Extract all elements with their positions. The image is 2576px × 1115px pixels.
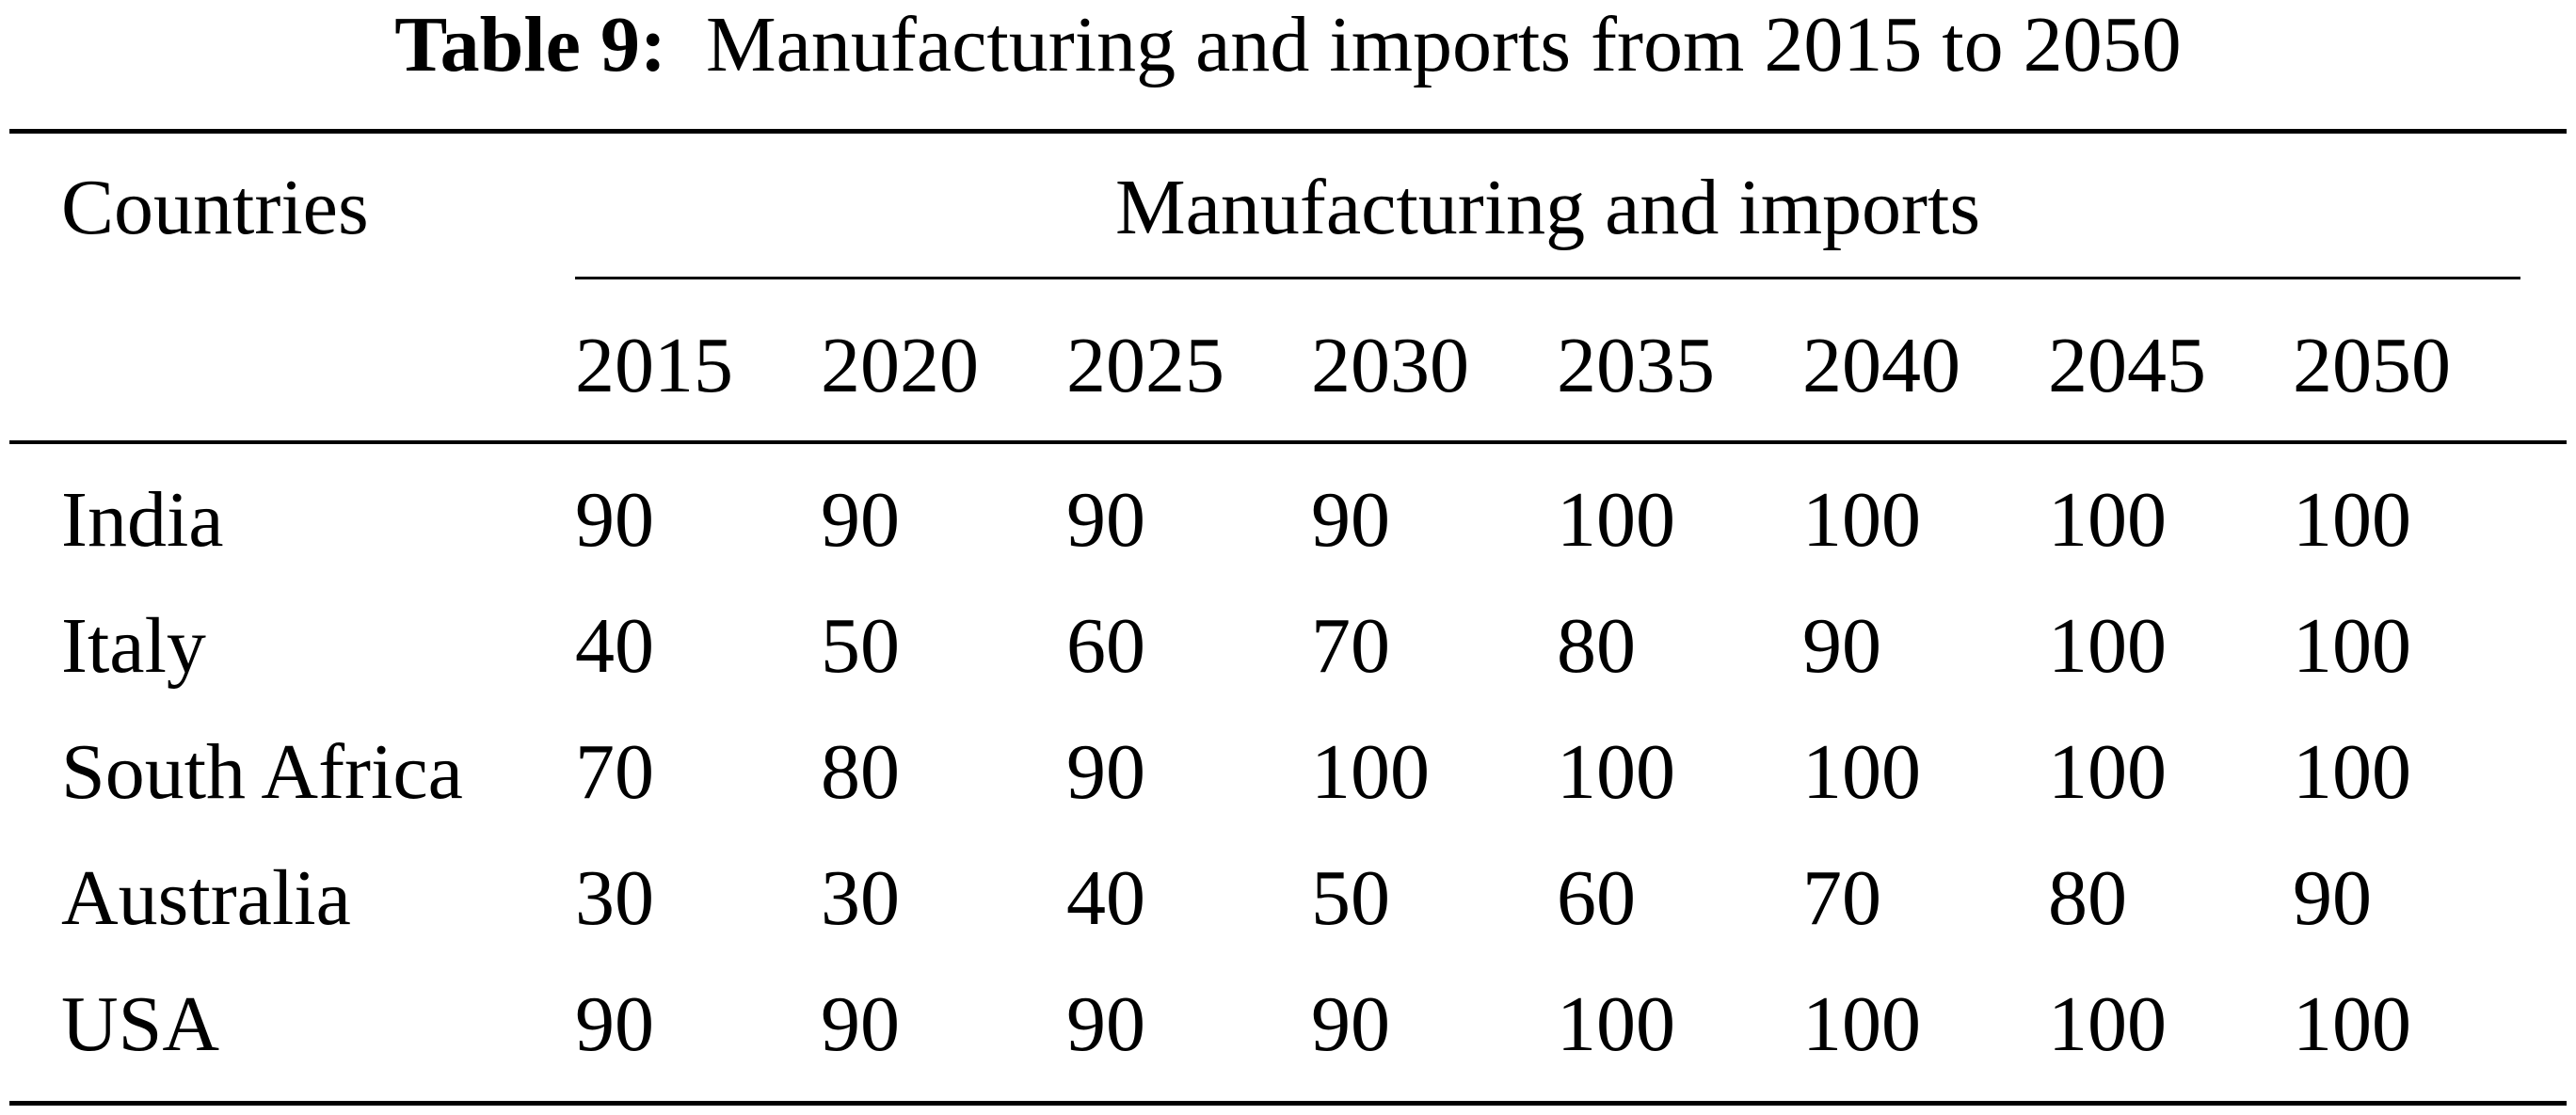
value-cell: 90 <box>575 980 654 1068</box>
value-cell: 100 <box>2048 728 2167 816</box>
year-header: 2020 <box>821 322 979 409</box>
year-header: 2025 <box>1066 322 1224 409</box>
value-cell: 90 <box>1066 728 1145 816</box>
countries-header: Countries <box>61 164 369 251</box>
year-header: 2040 <box>1802 322 1960 409</box>
value-cell: 80 <box>2048 854 2127 942</box>
value-cell: 70 <box>1311 602 1390 690</box>
value-cell: 90 <box>1311 476 1390 564</box>
year-header-row: 2015 2020 2025 2030 2035 2040 2045 2050 <box>0 321 2576 411</box>
value-cell: 100 <box>1557 476 1675 564</box>
year-header: 2015 <box>575 322 733 409</box>
table-row: Italy 40 50 60 70 80 90 100 100 <box>0 601 2576 692</box>
value-cell: 40 <box>1066 854 1145 942</box>
value-cell: 80 <box>1557 602 1636 690</box>
table-caption-label: Table 9: <box>394 1 666 88</box>
value-cell: 90 <box>1066 980 1145 1068</box>
value-cell: 90 <box>1066 476 1145 564</box>
manufacturing-imports-header: Manufacturing and imports <box>1114 164 1981 251</box>
value-cell: 70 <box>575 728 654 816</box>
value-cell: 100 <box>1557 728 1675 816</box>
value-cell: 100 <box>1802 476 1921 564</box>
value-cell: 60 <box>1557 854 1636 942</box>
value-cell: 90 <box>821 980 900 1068</box>
value-cell: 90 <box>1311 980 1390 1068</box>
country-cell: South Africa <box>61 728 463 816</box>
value-cell: 90 <box>2293 854 2372 942</box>
value-cell: 100 <box>2048 476 2167 564</box>
country-cell: Italy <box>61 602 206 690</box>
table-row: Australia 30 30 40 50 60 70 80 90 <box>0 853 2576 944</box>
value-cell: 90 <box>1802 602 1881 690</box>
group-header-rule <box>575 277 2520 279</box>
value-cell: 100 <box>1311 728 1430 816</box>
value-cell: 70 <box>1802 854 1881 942</box>
value-cell: 90 <box>575 476 654 564</box>
country-cell: India <box>61 476 224 564</box>
value-cell: 30 <box>821 854 900 942</box>
table-caption: Table 9: Manufacturing and imports from … <box>0 0 2576 90</box>
year-header: 2050 <box>2293 322 2451 409</box>
value-cell: 50 <box>1311 854 1390 942</box>
value-cell: 100 <box>2048 602 2167 690</box>
year-header: 2035 <box>1557 322 1715 409</box>
value-cell: 100 <box>1802 728 1921 816</box>
year-header: 2030 <box>1311 322 1469 409</box>
value-cell: 100 <box>2048 980 2167 1068</box>
table-caption-title: Manufacturing and imports from 2015 to 2… <box>705 1 2182 88</box>
header-body-rule <box>9 440 2567 444</box>
value-cell: 30 <box>575 854 654 942</box>
top-rule <box>9 129 2567 134</box>
table-row: South Africa 70 80 90 100 100 100 100 10… <box>0 727 2576 818</box>
table-row: USA 90 90 90 90 100 100 100 100 <box>0 980 2576 1070</box>
value-cell: 100 <box>1557 980 1675 1068</box>
country-cell: USA <box>61 980 220 1068</box>
bottom-rule <box>9 1101 2567 1106</box>
value-cell: 100 <box>2293 728 2411 816</box>
table-row: India 90 90 90 90 100 100 100 100 <box>0 475 2576 565</box>
value-cell: 100 <box>2293 980 2411 1068</box>
value-cell: 80 <box>821 728 900 816</box>
value-cell: 50 <box>821 602 900 690</box>
value-cell: 100 <box>2293 602 2411 690</box>
value-cell: 40 <box>575 602 654 690</box>
value-cell: 100 <box>2293 476 2411 564</box>
value-cell: 90 <box>821 476 900 564</box>
value-cell: 100 <box>1802 980 1921 1068</box>
country-cell: Australia <box>61 854 351 942</box>
year-header: 2045 <box>2048 322 2206 409</box>
value-cell: 60 <box>1066 602 1145 690</box>
